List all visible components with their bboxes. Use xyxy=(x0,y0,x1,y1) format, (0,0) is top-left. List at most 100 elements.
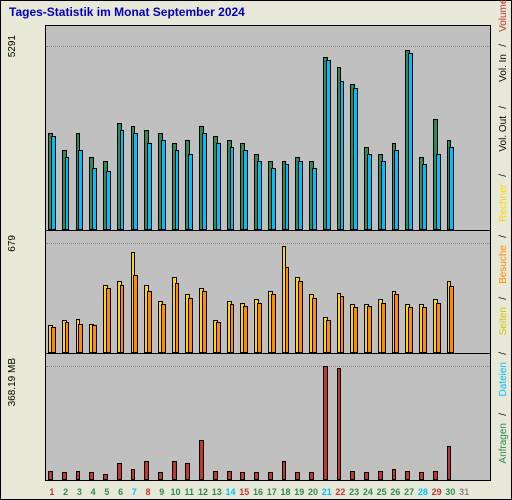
bar-volumen-26 xyxy=(392,469,397,480)
bar-besuche-25 xyxy=(381,303,386,353)
bar-besuche-24 xyxy=(367,306,372,353)
bar-volumen-1 xyxy=(48,471,53,480)
bar-besuche-14 xyxy=(230,304,235,353)
bar-besuche-21 xyxy=(326,320,331,352)
y-label-mid: 679 xyxy=(7,235,18,252)
bar-besuche-18 xyxy=(285,267,290,353)
bar-volumen-29 xyxy=(433,471,438,480)
bar-dateien-21 xyxy=(326,60,331,230)
bar-dateien-12 xyxy=(202,133,207,230)
bar-besuche-13 xyxy=(216,322,221,353)
bar-volumen-15 xyxy=(240,472,245,480)
bar-besuche-3 xyxy=(78,324,83,353)
bar-volumen-30 xyxy=(447,446,452,480)
bar-volumen-2 xyxy=(62,472,67,480)
x-tick-18: 18 xyxy=(280,487,290,497)
legend-besuche: Besuche xyxy=(498,245,509,284)
bar-besuche-12 xyxy=(202,291,207,353)
legend-rechner: Rechner xyxy=(498,184,509,222)
panel-top xyxy=(46,26,490,231)
y-label-top: 5291 xyxy=(7,35,18,57)
bar-dateien-15 xyxy=(243,150,248,230)
bar-dateien-2 xyxy=(65,157,70,230)
x-tick-12: 12 xyxy=(198,487,208,497)
x-tick-20: 20 xyxy=(308,487,318,497)
x-tick-16: 16 xyxy=(253,487,263,497)
bar-besuche-22 xyxy=(340,296,345,353)
bar-besuche-27 xyxy=(408,307,413,352)
bar-volumen-10 xyxy=(172,461,177,480)
x-tick-22: 22 xyxy=(335,487,345,497)
bar-dateien-6 xyxy=(120,130,125,231)
x-tick-28: 28 xyxy=(418,487,428,497)
bar-volumen-5 xyxy=(103,474,108,480)
panel-mid xyxy=(46,230,490,354)
legend-dateien: Dateien xyxy=(498,362,509,396)
bar-volumen-4 xyxy=(89,472,94,480)
x-tick-1: 1 xyxy=(49,487,54,497)
x-tick-6: 6 xyxy=(118,487,123,497)
bar-dateien-9 xyxy=(161,140,166,230)
x-tick-23: 23 xyxy=(349,487,359,497)
y-label-bot: 368.19 MB xyxy=(7,358,18,406)
bar-dateien-20 xyxy=(312,168,317,231)
bar-besuche-4 xyxy=(92,325,97,353)
bar-besuche-20 xyxy=(312,298,317,353)
bar-volumen-21 xyxy=(323,366,328,480)
x-tick-17: 17 xyxy=(267,487,277,497)
x-tick-15: 15 xyxy=(239,487,249,497)
bar-volumen-9 xyxy=(158,472,163,480)
x-tick-29: 29 xyxy=(432,487,442,497)
bar-besuche-5 xyxy=(106,288,111,353)
bar-besuche-15 xyxy=(243,306,248,353)
x-tick-21: 21 xyxy=(322,487,332,497)
chart-title: Tages-Statistik im Monat September 2024 xyxy=(1,1,511,23)
bar-besuche-10 xyxy=(175,283,180,353)
bar-volumen-27 xyxy=(405,471,410,480)
plot-area xyxy=(45,25,491,481)
x-tick-8: 8 xyxy=(146,487,151,497)
bar-dateien-8 xyxy=(147,143,152,230)
legend-volumen: Volumen xyxy=(498,0,509,31)
bar-dateien-7 xyxy=(133,133,138,230)
bar-besuche-23 xyxy=(353,307,358,352)
bar-dateien-26 xyxy=(394,150,399,230)
bar-dateien-22 xyxy=(340,81,345,230)
bar-volumen-22 xyxy=(337,368,342,480)
bar-dateien-18 xyxy=(285,164,290,230)
bar-dateien-3 xyxy=(78,150,83,230)
x-tick-3: 3 xyxy=(77,487,82,497)
bar-dateien-10 xyxy=(175,150,180,230)
bar-volumen-17 xyxy=(268,472,273,480)
bar-dateien-19 xyxy=(298,161,303,231)
bar-besuche-19 xyxy=(298,281,303,352)
x-tick-24: 24 xyxy=(363,487,373,497)
x-tick-14: 14 xyxy=(226,487,236,497)
bar-dateien-17 xyxy=(271,168,276,231)
bar-dateien-13 xyxy=(216,143,221,230)
bar-volumen-6 xyxy=(117,463,122,480)
bar-volumen-16 xyxy=(254,472,259,480)
x-tick-11: 11 xyxy=(185,487,195,497)
x-tick-19: 19 xyxy=(294,487,304,497)
bar-besuche-7 xyxy=(133,275,138,353)
chart-container: Tages-Statistik im Monat September 2024 … xyxy=(0,0,512,500)
x-tick-13: 13 xyxy=(212,487,222,497)
bar-volumen-7 xyxy=(131,469,136,480)
bar-dateien-25 xyxy=(381,161,386,231)
bar-dateien-27 xyxy=(408,53,413,230)
x-axis-labels: 1234567891011121314151617181920212223242… xyxy=(45,483,489,497)
bar-dateien-1 xyxy=(51,136,56,230)
bar-volumen-24 xyxy=(364,472,369,480)
bar-besuche-8 xyxy=(147,291,152,353)
x-tick-4: 4 xyxy=(91,487,96,497)
bar-dateien-28 xyxy=(422,164,427,230)
x-tick-2: 2 xyxy=(63,487,68,497)
x-tick-27: 27 xyxy=(404,487,414,497)
bar-besuche-30 xyxy=(449,286,454,353)
panel-bot xyxy=(46,353,490,480)
bar-dateien-5 xyxy=(106,171,111,230)
bar-dateien-30 xyxy=(449,147,454,230)
legend-vol-in: Vol. In xyxy=(498,54,509,82)
bar-dateien-24 xyxy=(367,154,372,230)
